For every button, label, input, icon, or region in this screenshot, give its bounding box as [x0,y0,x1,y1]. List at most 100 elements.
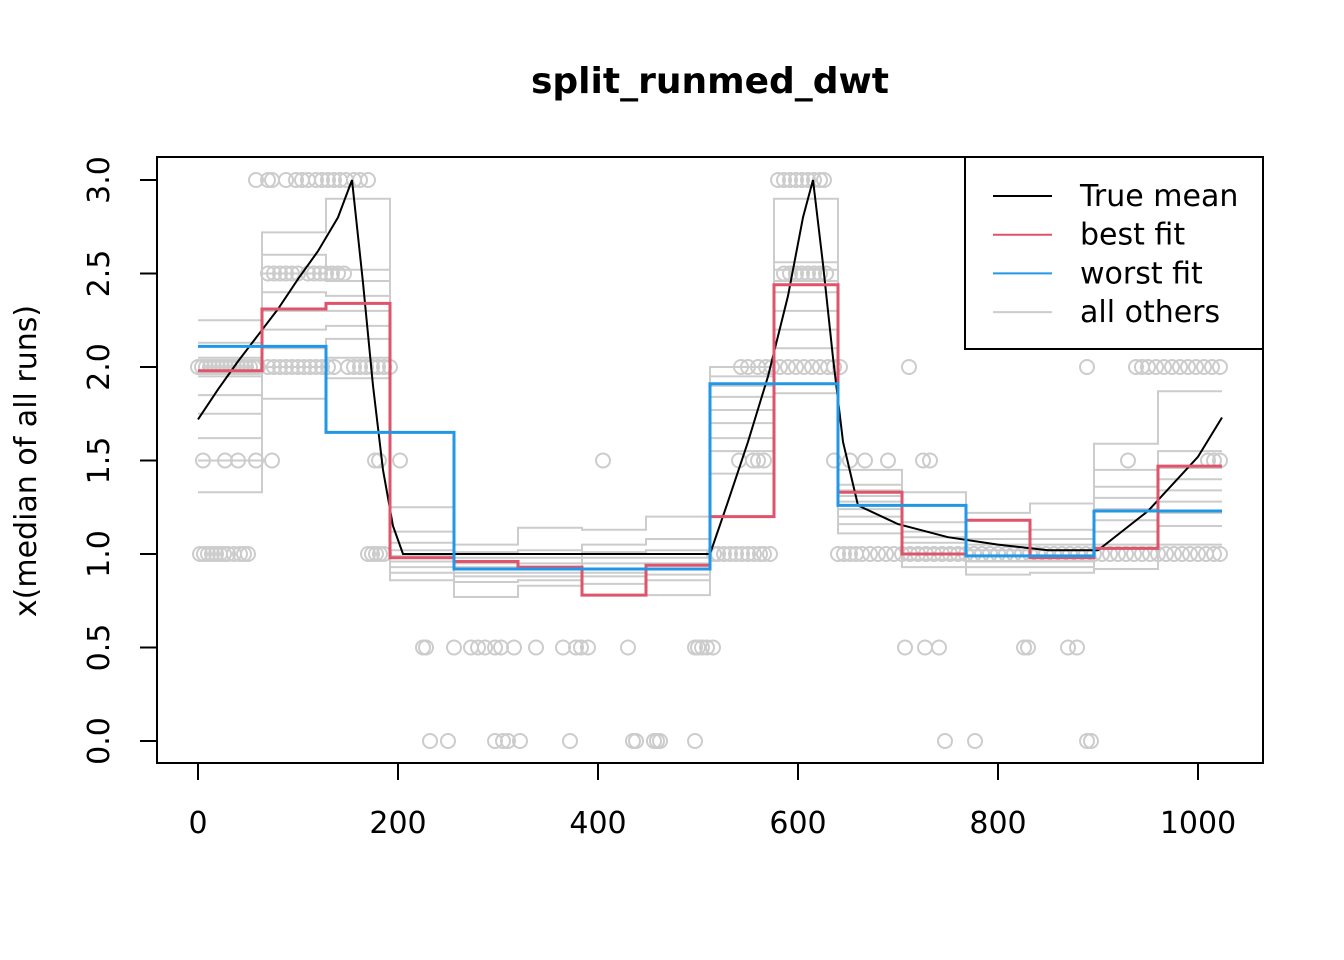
x-tick-label: 0 [188,806,207,841]
x-tick-label: 600 [769,806,826,841]
data-point [804,359,820,375]
data-point [1212,546,1228,562]
data-point [794,172,810,188]
data-point [756,452,772,469]
data-point [440,733,456,749]
data-point [192,546,208,562]
data-point [901,359,917,375]
data-point [1079,359,1095,375]
data-point [1083,733,1099,749]
data-point [204,546,220,562]
legend-label-others: all others [1080,295,1220,330]
data-point [1128,359,1144,375]
data-point [1148,359,1164,375]
data-point [364,546,380,562]
data-point [555,639,571,656]
data-point [1172,359,1188,375]
data-point [368,546,384,562]
data-point [830,546,846,562]
data-point [722,546,738,562]
data-point [260,172,276,188]
data-point [628,733,644,749]
data-point [210,359,226,375]
data-point [568,639,584,656]
data-point [214,359,230,375]
data-point [780,359,796,375]
data-point [1206,546,1222,562]
data-point [897,639,913,656]
data-point [477,639,493,656]
data-point [1140,359,1156,375]
data-point [226,359,242,375]
data-point [870,546,886,562]
y-axis: 0.0 0.5 1.0 1.5 2.0 2.5 3.0 [82,156,158,765]
data-point [1166,546,1182,562]
data-point [278,172,294,188]
data-point [1212,359,1228,375]
data-point [470,639,486,656]
data-point [915,452,931,469]
chart-title: split_runmed_dwt [531,61,889,102]
x-axis: 0 200 400 600 800 1000 [188,762,1236,841]
data-point [1180,359,1196,375]
data-point [418,639,434,656]
data-point [1120,452,1136,469]
data-point [967,733,983,749]
data-point [854,546,870,562]
data-point [878,546,894,562]
data-point [842,546,858,562]
data-point [358,359,374,375]
data-point [326,172,342,188]
data-point [1079,733,1095,749]
data-point [922,452,938,469]
data-point [190,359,206,375]
data-point [728,546,744,562]
data-point [340,359,356,375]
data-point [880,452,896,469]
data-point [857,452,873,469]
data-point [816,172,832,188]
data-point [796,359,812,375]
data-point [1190,546,1206,562]
data-point [788,172,804,188]
worst-fit-layer [198,344,1222,571]
data-point [862,546,878,562]
data-point [240,546,256,562]
y-tick-label: 0.5 [82,624,117,672]
y-tick-label: 1.0 [82,530,117,578]
data-point [512,733,528,749]
x-tick-label: 400 [569,806,626,841]
data-point [782,172,798,188]
data-point [422,733,438,749]
data-point [705,639,721,656]
data-point [931,639,947,656]
data-point [716,546,732,562]
data-point [206,359,222,375]
data-point [776,172,792,188]
data-point [314,172,330,188]
data-point [200,546,216,562]
data-point [734,546,750,562]
y-tick-label: 1.5 [82,437,117,485]
data-point [836,546,852,562]
data-point [248,172,264,188]
data-point [1016,639,1032,656]
y-tick-label: 2.0 [82,343,117,391]
legend-label-worst-fit: worst fit [1080,256,1203,291]
data-point [756,546,772,562]
data-point [232,546,248,562]
data-point [236,546,252,562]
data-point [360,546,376,562]
data-point [264,452,280,469]
legend-label-true-mean: True mean [1079,179,1238,214]
data-point [1188,359,1204,375]
data-point [360,172,376,188]
data-point [740,546,756,562]
data-point [1069,639,1085,656]
data-point [687,733,703,749]
data-point [1020,639,1036,656]
data-point [242,359,258,375]
data-point [1156,359,1172,375]
